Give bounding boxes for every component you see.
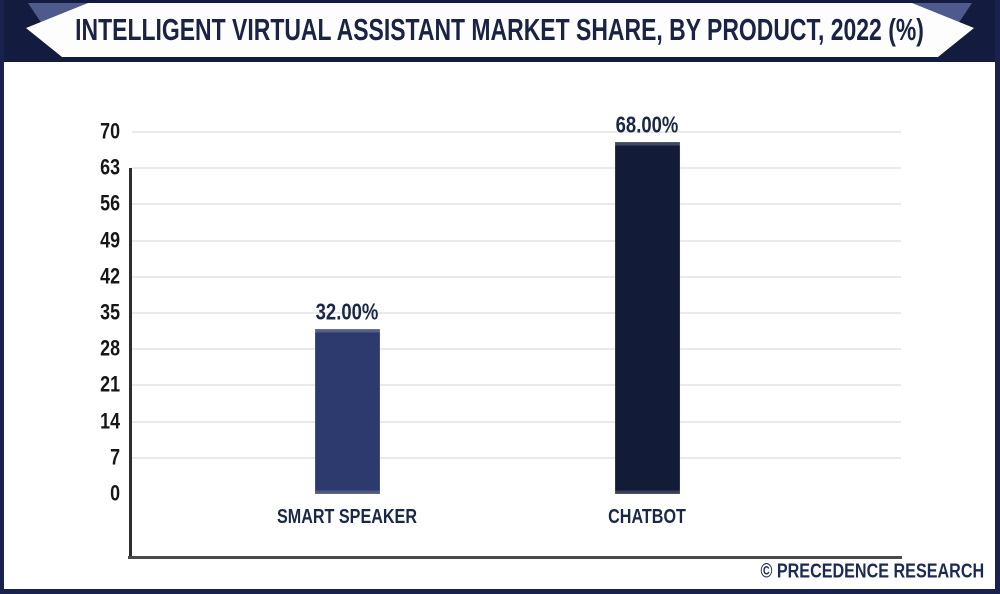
gridline-y-70 (132, 131, 901, 133)
gridline-y-49 (132, 239, 901, 242)
gridline-y-63 (132, 167, 901, 170)
watermark: © PRECEDENCE RESEARCH (760, 560, 984, 583)
y-tick-label-28: 28 (100, 336, 120, 361)
gridline-y-56 (132, 203, 901, 206)
gridline-y-14 (132, 420, 901, 423)
bar-value-label-chatbot: 68.00% (615, 111, 679, 139)
y-tick-label-56: 56 (100, 191, 120, 216)
bar-highlight (314, 328, 380, 494)
gridline-y-7 (132, 456, 901, 459)
y-tick-label-21: 21 (100, 372, 120, 397)
gridline-y-28 (132, 348, 901, 351)
gridline-y-35 (132, 312, 901, 314)
y-tick-label-49: 49 (100, 227, 120, 253)
y-tick-label-0: 0 (110, 481, 120, 506)
bar-highlight (614, 142, 680, 494)
x-category-label-chatbot: CHATBOT (608, 506, 686, 529)
bar-value-label-smart-speaker: 32.00% (315, 297, 379, 325)
bar-smart-speaker (314, 328, 380, 494)
header-banner-decoration (4, 0, 995, 62)
y-tick-label-7: 7 (110, 445, 120, 470)
header-ribbon (26, 3, 974, 57)
gridline-y-21 (132, 384, 901, 387)
header-banner: INTELLIGENT VIRTUAL ASSISTANT MARKET SHA… (4, 0, 995, 62)
y-tick-label-35: 35 (100, 300, 120, 325)
y-axis-line (129, 168, 132, 558)
x-axis-line (128, 556, 902, 559)
bar-chart: 0 7 14 21 28 35 42 49 56 63 70 32.00% SMART SPEAKER 6… (4, 62, 995, 589)
x-category-label-smart-speaker: SMART SPEAKER (277, 506, 417, 529)
gridline-y-42 (132, 275, 901, 278)
y-tick-label-14: 14 (100, 408, 120, 434)
y-tick-label-63: 63 (100, 155, 120, 180)
y-tick-label-42: 42 (100, 264, 120, 289)
bar-chatbot (614, 142, 680, 494)
page-title: INTELLIGENT VIRTUAL ASSISTANT MARKET SHA… (75, 12, 925, 47)
y-tick-label-70: 70 (100, 119, 120, 144)
